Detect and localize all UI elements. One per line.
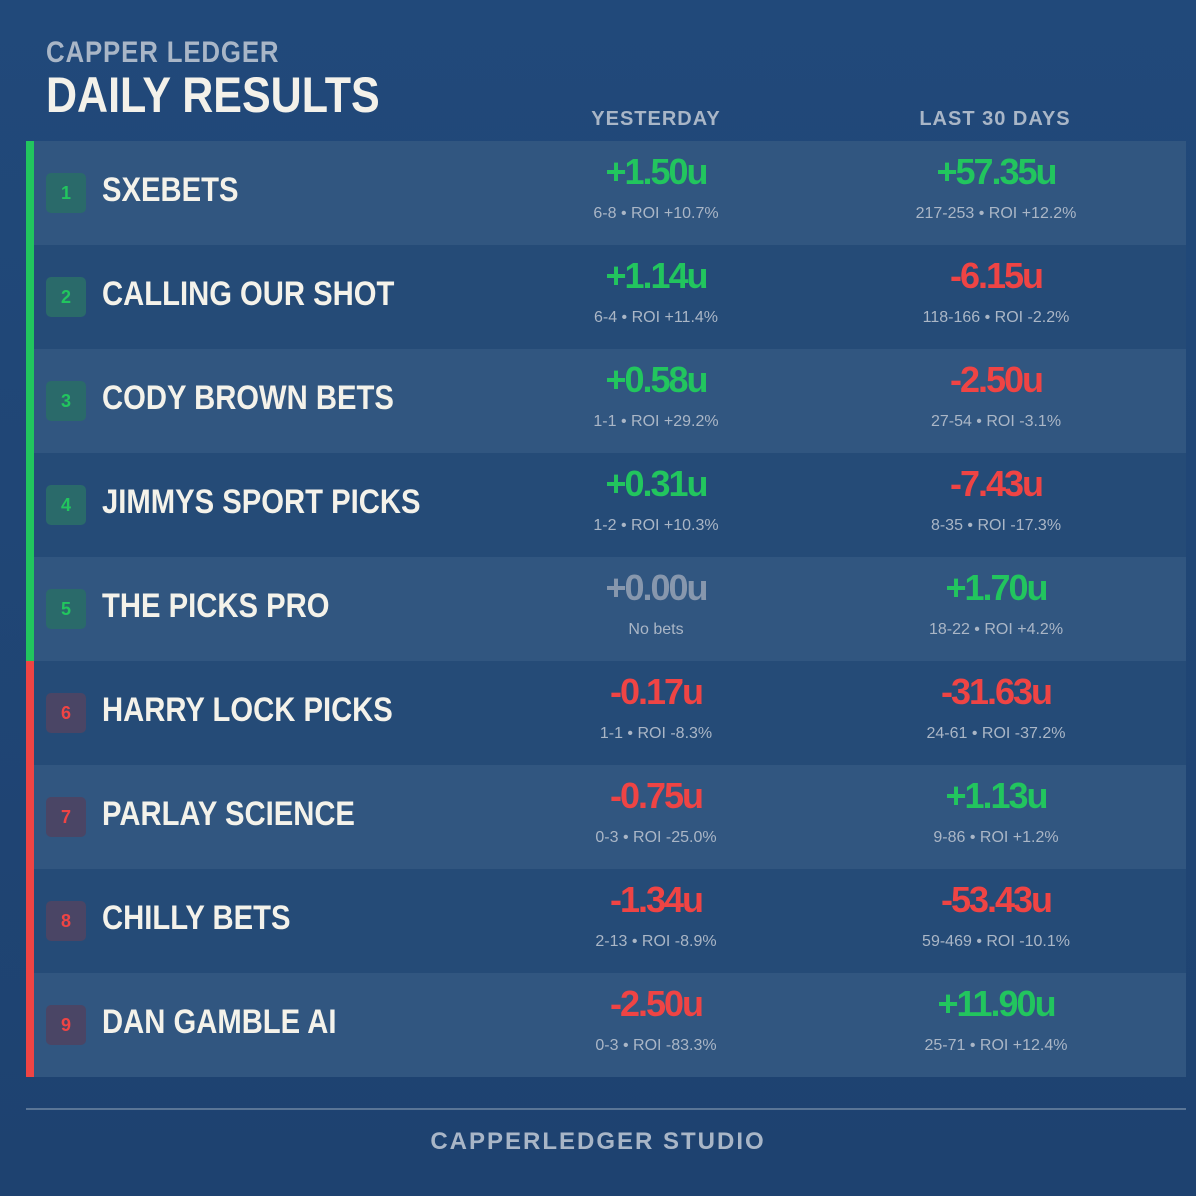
- status-bar: [26, 245, 34, 349]
- yesterday-units: -1.34u: [609, 879, 704, 920]
- status-bar: [26, 453, 34, 557]
- capper-name: CHILLY BETS: [102, 899, 291, 937]
- yesterday-units: +0.00u: [605, 567, 708, 608]
- yesterday-record: 2-13 • ROI -8.9%: [595, 933, 717, 950]
- rank-badge: 4: [46, 485, 86, 525]
- status-bar: [26, 557, 34, 661]
- yesterday-record: 1-1 • ROI -8.3%: [599, 725, 713, 742]
- yesterday-record: 0-3 • ROI -83.3%: [595, 1037, 717, 1054]
- column-header-last-30-days: LAST 30 DAYS: [919, 108, 1071, 130]
- yesterday-record: 1-2 • ROI +10.3%: [593, 517, 719, 534]
- rank-badge: 5: [46, 589, 86, 629]
- capper-name: SXEBETS: [102, 171, 239, 209]
- footer-label: CAPPERLEDGER STUDIO: [430, 1128, 766, 1155]
- results-table: 1 SXEBETS +1.50u 6-8 • ROI +10.7% +57.35…: [26, 141, 1186, 1077]
- table-row: 2 CALLING OUR SHOT +1.14u 6-4 • ROI +11.…: [26, 245, 1186, 349]
- last30-units: +57.35u: [936, 151, 1057, 192]
- last30-record: 25-71 • ROI +12.4%: [924, 1037, 1068, 1054]
- last30-record: 8-35 • ROI -17.3%: [930, 517, 1062, 534]
- table-row: 1 SXEBETS +1.50u 6-8 • ROI +10.7% +57.35…: [26, 141, 1186, 245]
- last30-record: 59-469 • ROI -10.1%: [922, 933, 1070, 950]
- yesterday-record: No bets: [628, 621, 684, 638]
- last30-units: -7.43u: [949, 463, 1044, 504]
- yesterday-units: +1.50u: [605, 151, 708, 192]
- page-title: DAILY RESULTS: [46, 67, 380, 123]
- brand-label: CAPPER LEDGER: [46, 36, 280, 69]
- table-row: 7 PARLAY SCIENCE -0.75u 0-3 • ROI -25.0%…: [26, 765, 1186, 869]
- status-bar: [26, 141, 34, 245]
- rank-badge: 8: [46, 901, 86, 941]
- last30-record: 217-253 • ROI +12.2%: [915, 205, 1077, 222]
- capper-name: CODY BROWN BETS: [102, 379, 394, 417]
- capper-name: CALLING OUR SHOT: [102, 275, 395, 313]
- table-row: 3 CODY BROWN BETS +0.58u 1-1 • ROI +29.2…: [26, 349, 1186, 453]
- last30-record: 27-54 • ROI -3.1%: [930, 413, 1062, 430]
- last30-record: 118-166 • ROI -2.2%: [922, 309, 1070, 326]
- last30-units: -6.15u: [949, 255, 1044, 296]
- rank-badge: 2: [46, 277, 86, 317]
- yesterday-record: 1-1 • ROI +29.2%: [593, 413, 719, 430]
- last30-record: 9-86 • ROI +1.2%: [933, 829, 1059, 846]
- capper-name: HARRY LOCK PICKS: [102, 691, 393, 729]
- rank-badge: 3: [46, 381, 86, 421]
- rank-badge: 6: [46, 693, 86, 733]
- status-bar: [26, 661, 34, 765]
- last30-units: +1.13u: [945, 775, 1048, 816]
- rank-badge: 7: [46, 797, 86, 837]
- status-bar: [26, 765, 34, 869]
- status-bar: [26, 973, 34, 1077]
- yesterday-record: 0-3 • ROI -25.0%: [595, 829, 717, 846]
- footer-divider: [26, 1108, 1186, 1110]
- last30-record: 24-61 • ROI -37.2%: [926, 725, 1066, 742]
- rank-badge: 9: [46, 1005, 86, 1045]
- column-header-yesterday: YESTERDAY: [591, 108, 721, 130]
- yesterday-record: 6-4 • ROI +11.4%: [593, 309, 719, 326]
- last30-units: +11.90u: [937, 983, 1056, 1024]
- table-row: 5 THE PICKS PRO +0.00u No bets +1.70u 18…: [26, 557, 1186, 661]
- yesterday-units: -0.17u: [609, 671, 704, 712]
- table-row: 4 JIMMYS SPORT PICKS +0.31u 1-2 • ROI +1…: [26, 453, 1186, 557]
- capper-name: JIMMYS SPORT PICKS: [102, 483, 421, 521]
- rank-badge: 1: [46, 173, 86, 213]
- last30-record: 18-22 • ROI +4.2%: [928, 621, 1064, 638]
- capper-name: DAN GAMBLE AI: [102, 1003, 337, 1041]
- yesterday-units: +0.58u: [605, 359, 708, 400]
- last30-units: -53.43u: [940, 879, 1053, 920]
- last30-units: -31.63u: [940, 671, 1053, 712]
- status-bar: [26, 869, 34, 973]
- table-row: 8 CHILLY BETS -1.34u 2-13 • ROI -8.9% -5…: [26, 869, 1186, 973]
- yesterday-units: -0.75u: [609, 775, 704, 816]
- table-row: 6 HARRY LOCK PICKS -0.17u 1-1 • ROI -8.3…: [26, 661, 1186, 765]
- last30-units: -2.50u: [949, 359, 1044, 400]
- status-bar: [26, 349, 34, 453]
- last30-units: +1.70u: [945, 567, 1048, 608]
- table-row: 9 DAN GAMBLE AI -2.50u 0-3 • ROI -83.3% …: [26, 973, 1186, 1077]
- yesterday-record: 6-8 • ROI +10.7%: [593, 205, 719, 222]
- yesterday-units: -2.50u: [609, 983, 704, 1024]
- yesterday-units: +1.14u: [605, 255, 708, 296]
- capper-name: THE PICKS PRO: [102, 587, 330, 625]
- yesterday-units: +0.31u: [605, 463, 708, 504]
- capper-name: PARLAY SCIENCE: [102, 795, 355, 833]
